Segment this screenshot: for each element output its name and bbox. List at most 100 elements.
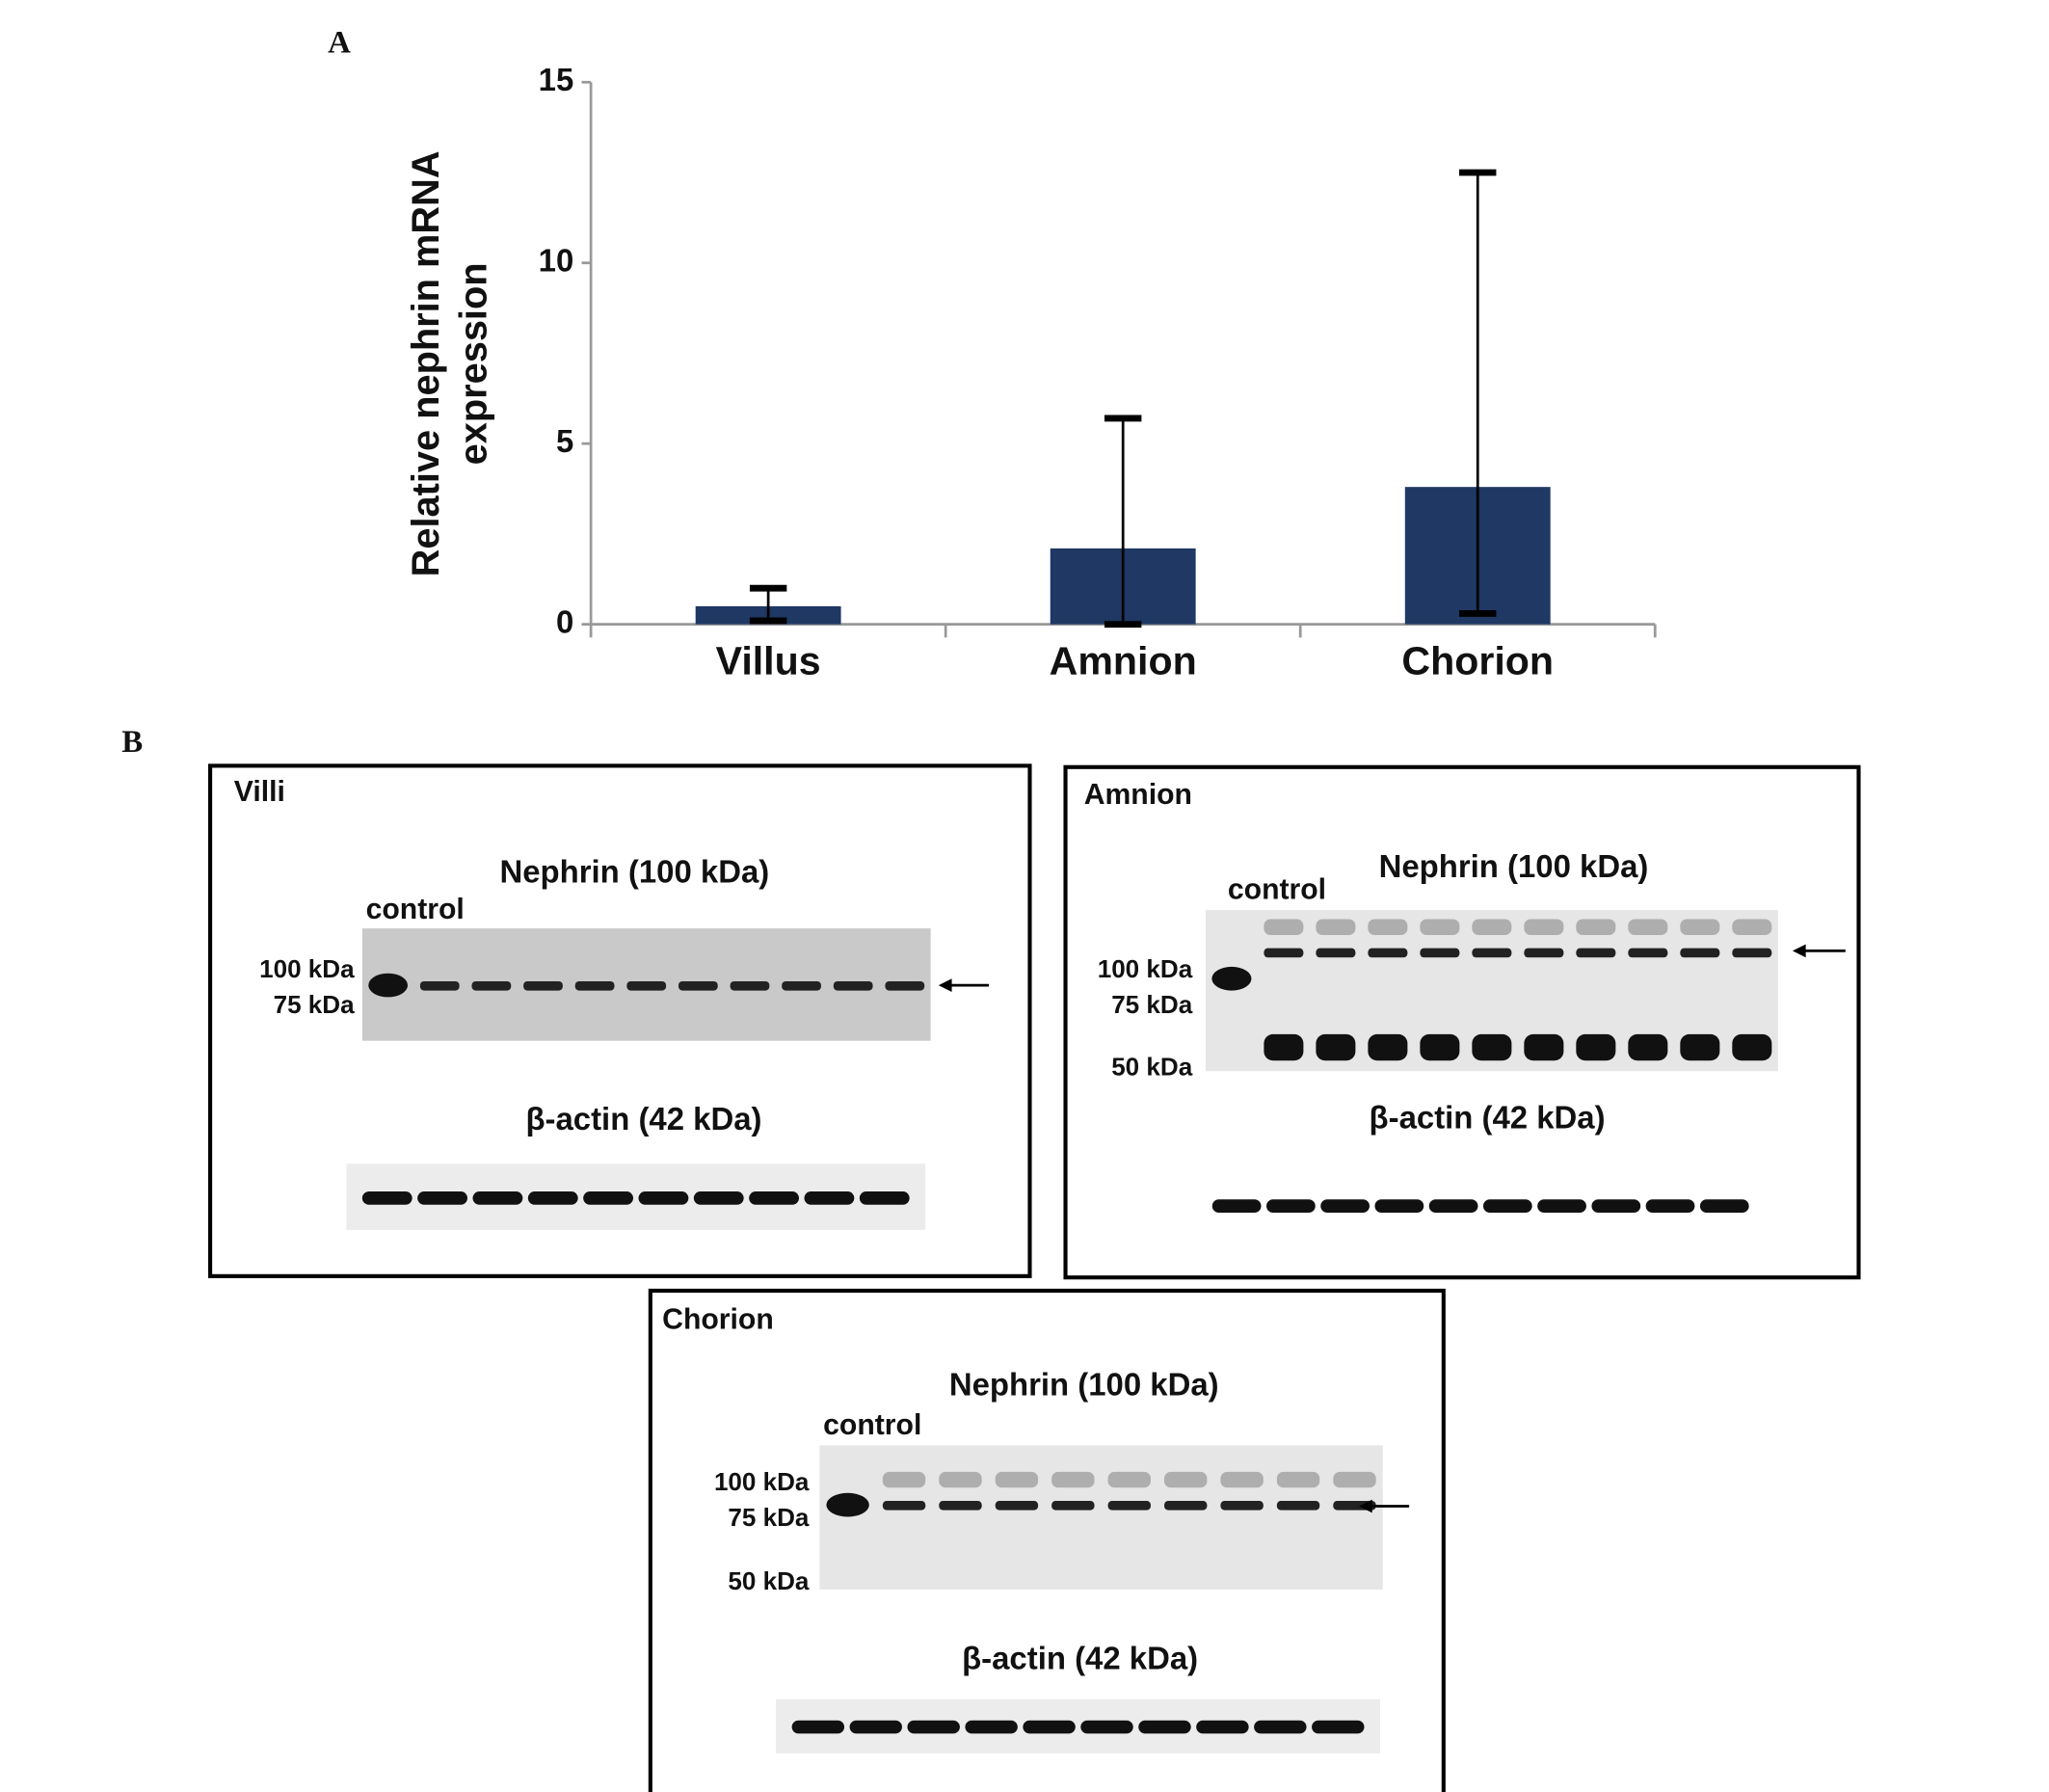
panel-title: Amnion xyxy=(1084,779,1192,811)
band-faint xyxy=(1368,919,1408,935)
actin-band xyxy=(791,1720,845,1734)
arrow-head xyxy=(1359,1499,1372,1513)
actin-band xyxy=(472,1191,523,1205)
band xyxy=(368,973,409,998)
actin-band xyxy=(907,1720,960,1734)
actin-band xyxy=(1138,1720,1191,1734)
band-faint xyxy=(1576,919,1616,935)
panel-frame xyxy=(648,1288,1446,1792)
actin-band xyxy=(1196,1720,1249,1734)
nephrin-label: Nephrin (100 kDa) xyxy=(499,854,769,890)
band xyxy=(419,980,460,991)
actin-band xyxy=(1699,1199,1749,1214)
band xyxy=(833,980,873,991)
marker-label: 75 kDa xyxy=(728,1503,810,1532)
error-bar xyxy=(1459,169,1497,617)
panel-letter: B xyxy=(121,725,143,760)
actin-band xyxy=(1266,1199,1316,1214)
band xyxy=(1264,1033,1304,1061)
band xyxy=(626,980,667,991)
actin-band xyxy=(1482,1199,1532,1214)
band-faint xyxy=(995,1471,1039,1488)
band xyxy=(1524,1033,1564,1061)
band xyxy=(574,980,615,991)
band-faint xyxy=(1420,919,1460,935)
actin-band xyxy=(417,1191,468,1205)
actin-band xyxy=(1023,1720,1076,1734)
band-faint xyxy=(1264,919,1304,935)
band xyxy=(826,1492,869,1517)
actin-band xyxy=(804,1191,855,1205)
band xyxy=(1276,1501,1320,1511)
control-label: control xyxy=(823,1409,921,1441)
actin-band xyxy=(638,1191,689,1205)
panel-title: Villi xyxy=(234,776,285,808)
actin-band xyxy=(1591,1199,1641,1214)
band xyxy=(1576,948,1616,958)
band-faint xyxy=(1472,919,1512,935)
band-faint xyxy=(1628,919,1668,935)
band-faint xyxy=(1732,919,1772,935)
band-faint xyxy=(1680,919,1720,935)
y-axis-label: Relative nephrin mRNA expression xyxy=(405,150,494,576)
actin-band xyxy=(1211,1199,1262,1214)
actin-band xyxy=(965,1720,1018,1734)
panel-title: Chorion xyxy=(662,1303,774,1335)
band xyxy=(1316,1033,1356,1061)
x-tick-label: Amnion xyxy=(1050,639,1197,683)
y-tick-label: 5 xyxy=(556,423,573,459)
x-tick-label: Chorion xyxy=(1401,639,1554,683)
x-tick-label: Villus xyxy=(716,639,821,683)
error-bar xyxy=(1104,415,1142,629)
band xyxy=(1420,1033,1460,1061)
band xyxy=(1732,1033,1772,1061)
error-bar xyxy=(749,584,787,625)
band xyxy=(1264,948,1304,958)
marker-label: 50 kDa xyxy=(1111,1052,1193,1081)
actin-band xyxy=(1645,1199,1695,1214)
band xyxy=(1472,1033,1512,1061)
band-faint xyxy=(1051,1471,1095,1488)
actin-band xyxy=(1537,1199,1586,1214)
band xyxy=(1628,948,1668,958)
band-faint xyxy=(1524,919,1564,935)
y-axis-label-line: Relative nephrin mRNA xyxy=(405,150,447,576)
band-faint xyxy=(882,1471,926,1488)
band xyxy=(782,980,821,991)
band xyxy=(1163,1501,1208,1511)
panel-frame xyxy=(1063,764,1861,1280)
band-faint xyxy=(1316,919,1356,935)
actin-band xyxy=(527,1191,578,1205)
band xyxy=(995,1501,1039,1511)
actin-label: β-actin (42 kDa) xyxy=(525,1101,761,1137)
band-faint xyxy=(1107,1471,1151,1488)
band xyxy=(1420,948,1460,958)
actin-label: β-actin (42 kDa) xyxy=(1370,1100,1606,1136)
actin-band xyxy=(693,1191,744,1205)
band xyxy=(1211,966,1252,991)
band xyxy=(885,980,925,991)
marker-label: 100 kDa xyxy=(1098,954,1193,983)
band xyxy=(1472,948,1512,958)
nephrin-label: Nephrin (100 kDa) xyxy=(1379,848,1649,884)
arrow-head xyxy=(938,978,952,992)
band-faint xyxy=(1220,1471,1264,1488)
panel-letter: A xyxy=(328,25,351,60)
band xyxy=(1051,1501,1095,1511)
band xyxy=(471,980,512,991)
band xyxy=(939,1501,982,1511)
y-tick-label: 15 xyxy=(539,62,574,97)
actin-band xyxy=(361,1191,412,1205)
actin-band xyxy=(1374,1199,1424,1214)
marker-label: 50 kDa xyxy=(728,1566,810,1595)
band-faint xyxy=(1163,1471,1208,1488)
marker-label: 100 kDa xyxy=(259,954,355,983)
actin-band xyxy=(1428,1199,1478,1214)
actin-band xyxy=(1254,1720,1307,1734)
y-tick-label: 10 xyxy=(539,242,574,278)
band xyxy=(1576,1033,1616,1061)
band xyxy=(1628,1033,1668,1061)
control-label: control xyxy=(366,894,465,925)
band xyxy=(730,980,770,991)
